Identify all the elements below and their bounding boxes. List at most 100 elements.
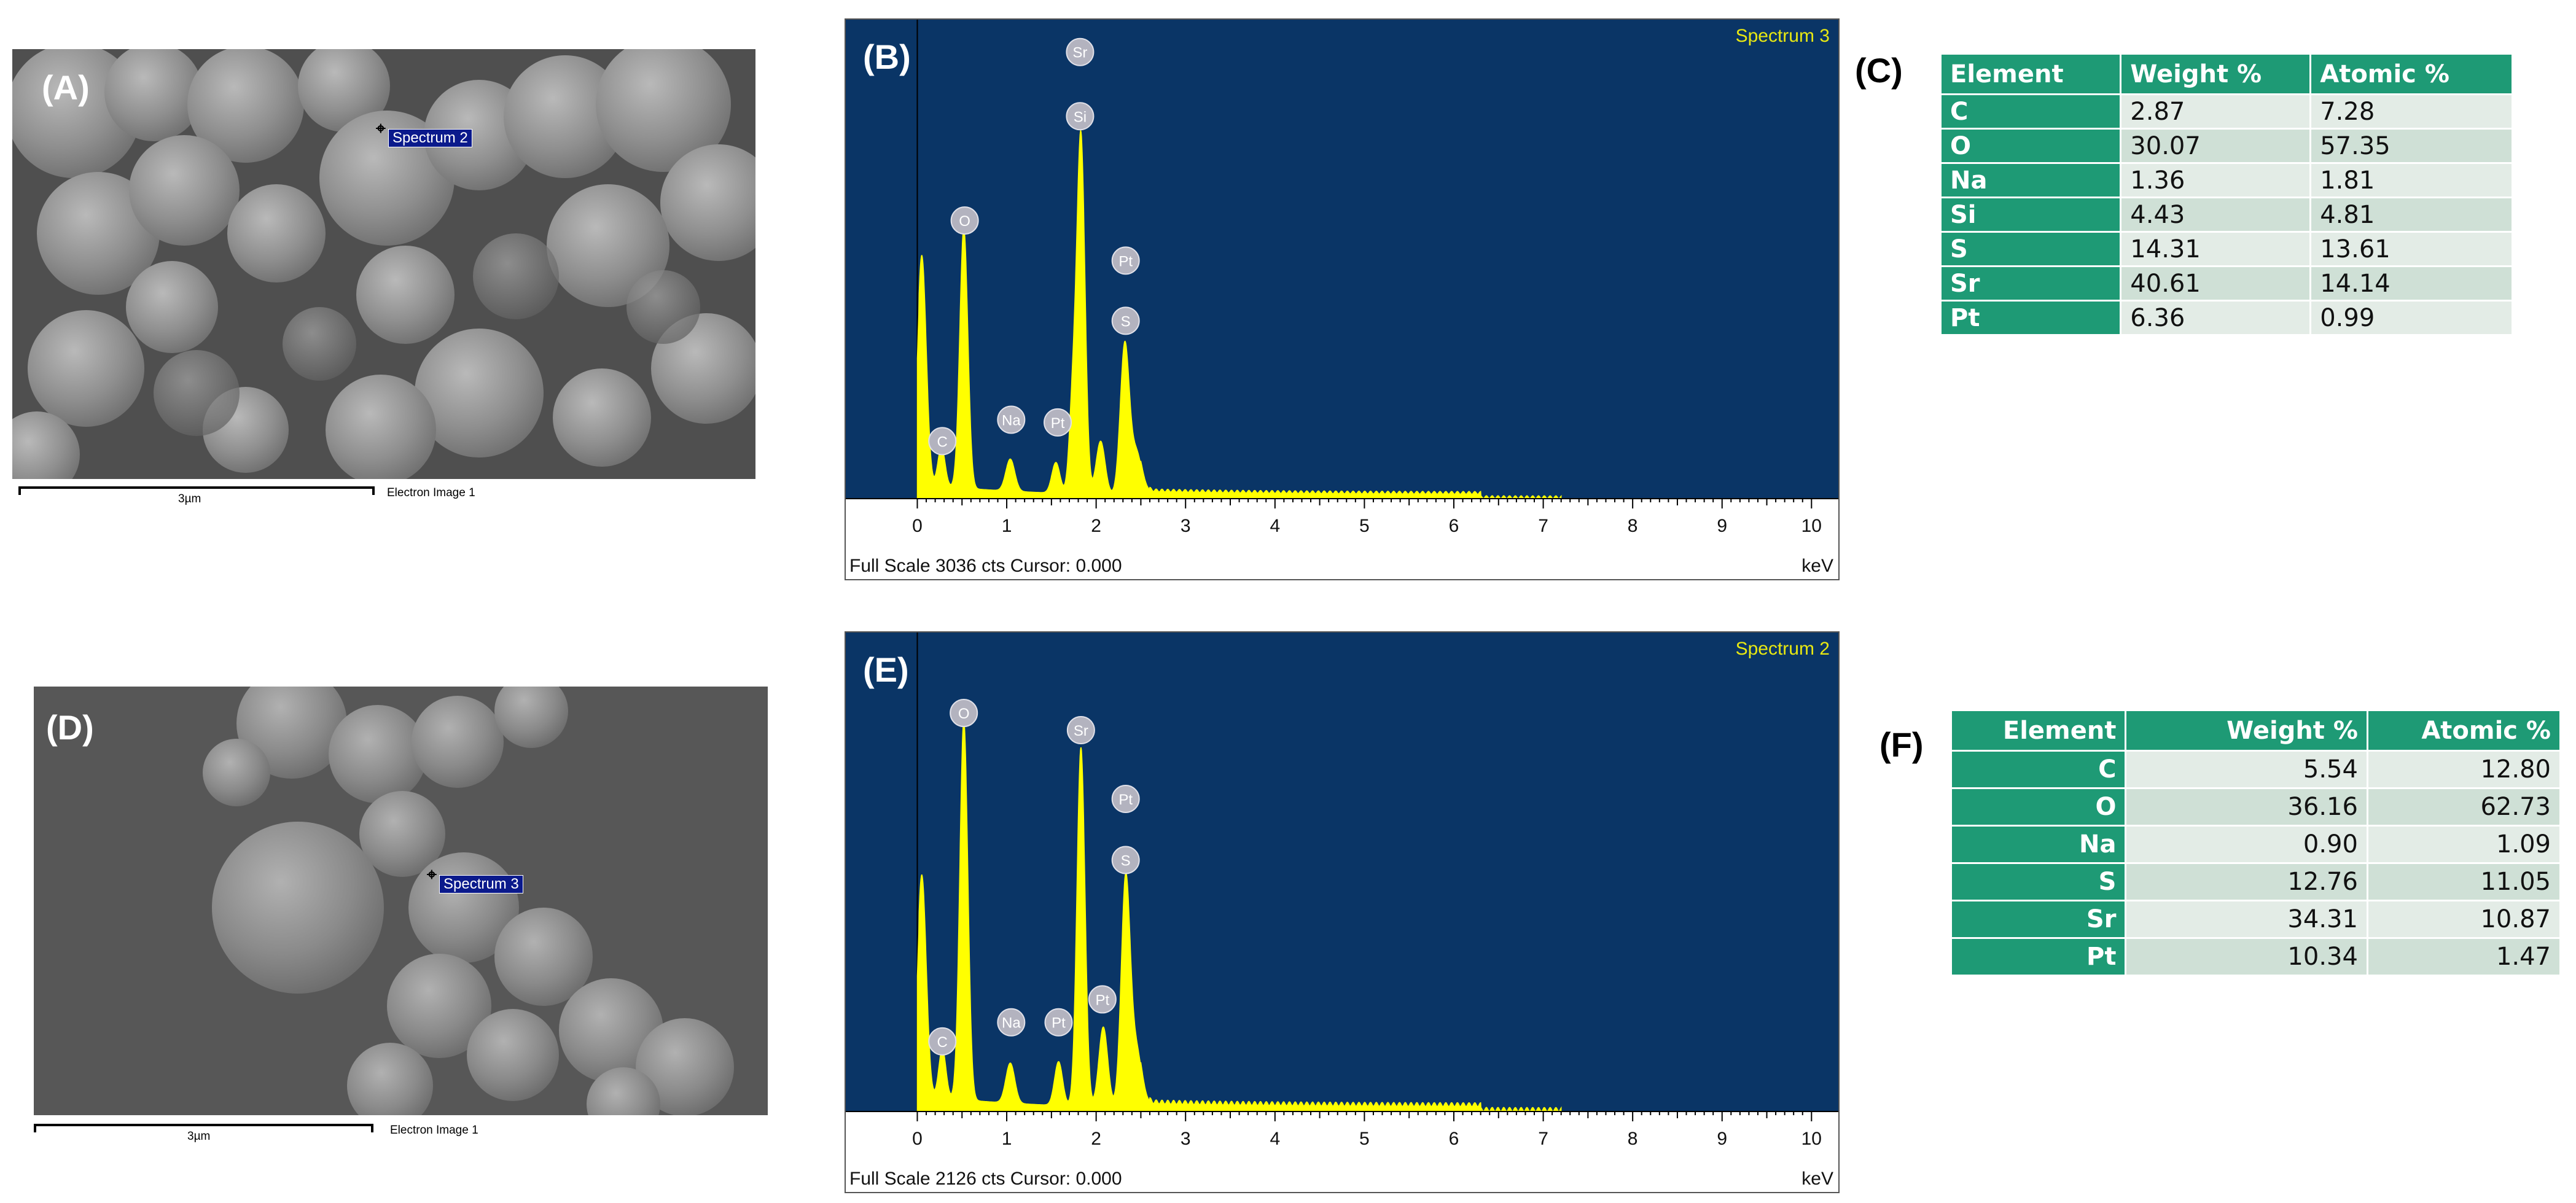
cell-element: Sr: [1939, 265, 2122, 302]
scale-bar-tick-left-a: [18, 486, 21, 495]
table-row: S 14.31 13.61: [1939, 231, 2513, 267]
peak-label-s: S: [1111, 306, 1140, 335]
x-tick-label: 9: [1717, 516, 1727, 536]
peak-label-na: Na: [997, 405, 1026, 434]
column-header-atomic: Atomic %: [2366, 709, 2562, 752]
plot-area: [846, 20, 1838, 499]
peak-label-pt: Pt: [1111, 246, 1140, 275]
svg-text:Pt: Pt: [1095, 992, 1109, 1008]
peak-label-o: O: [950, 206, 979, 235]
cell-element: O: [1939, 128, 2122, 164]
cell-weight: 5.54: [2125, 750, 2368, 789]
cell-element: Pt: [1939, 300, 2122, 336]
panel-e: C O Na Pt Pt Sr S Pt 0 1 2 3 4 5 6 7 8 9 10 (E) Spectrum 2…: [845, 631, 1840, 1193]
scale-bar-tick-right-d: [371, 1124, 373, 1132]
panel-d: (D) ⌖ Spectrum 3 3µm Electron Image 1: [34, 687, 768, 1172]
cell-weight: 0.90: [2125, 825, 2368, 864]
svg-text:Pt: Pt: [1052, 1015, 1066, 1032]
scale-bar-tick-right-a: [372, 486, 375, 495]
x-tick-label: 8: [1628, 516, 1638, 536]
x-tick-label: 2: [1091, 516, 1101, 536]
scale-bar-a: [18, 486, 375, 489]
spectrum-title-e: Spectrum 2: [1735, 639, 1830, 659]
panel-tag-d: (D): [46, 708, 94, 747]
x-tick-label: 8: [1628, 1129, 1638, 1149]
x-axis-area: [846, 1112, 1838, 1192]
x-tick-label: 3: [1181, 1129, 1191, 1149]
svg-text:S: S: [1121, 852, 1131, 869]
panel-tag-e: (E): [863, 650, 909, 689]
table-row: Sr 34.31 10.87: [1950, 900, 2562, 939]
cell-atomic: 57.35: [2309, 128, 2513, 164]
table-row: Si 4.43 4.81: [1939, 197, 2513, 233]
x-tick-label: 10: [1801, 1129, 1822, 1149]
x-tick-label: 0: [912, 516, 923, 536]
panel-tag-f: (F): [1879, 725, 1924, 764]
table-row: C 2.87 7.28: [1939, 93, 2513, 130]
peak-label-sr: Sr: [1066, 37, 1095, 66]
peak-label-pt: Pt: [1044, 408, 1072, 437]
cell-atomic: 1.47: [2366, 937, 2562, 976]
scale-bar-d: [34, 1124, 373, 1126]
svg-text:C: C: [937, 1034, 948, 1051]
table-row: O 36.16 62.73: [1950, 787, 2562, 827]
cell-atomic: 4.81: [2309, 197, 2513, 233]
column-header-weight: Weight %: [2125, 709, 2368, 752]
x-tick-label: 7: [1538, 1129, 1548, 1149]
x-tick-label: 5: [1359, 1129, 1370, 1149]
svg-text:Si: Si: [1074, 109, 1087, 125]
image-caption-a: Electron Image 1: [387, 486, 475, 499]
scale-bar-label-d: 3µm: [187, 1130, 211, 1143]
table-row: Sr 40.61 14.14: [1939, 265, 2513, 302]
x-tick-label: 3: [1181, 516, 1191, 536]
cell-atomic: 1.09: [2366, 825, 2562, 864]
panel-tag-c: (C): [1855, 51, 1903, 90]
spectrum-marker-d: Spectrum 3: [439, 875, 523, 893]
cell-element: C: [1950, 750, 2127, 789]
x-axis-unit-b: keV: [1801, 556, 1833, 576]
x-tick-label: 1: [1002, 1129, 1012, 1149]
cell-weight: 10.34: [2125, 937, 2368, 976]
peak-label-pt: Pt: [1088, 985, 1117, 1014]
cell-atomic: 1.81: [2309, 162, 2513, 198]
column-header-atomic: Atomic %: [2309, 53, 2513, 95]
cell-weight: 6.36: [2120, 300, 2312, 336]
table-body-c: C 2.87 7.28 O 30.07 57.35 Na 1.36 1.81 Si 4.43 4.81…: [1939, 93, 2513, 336]
x-tick-label: 10: [1801, 516, 1822, 536]
panel-tag-b: (B): [863, 37, 911, 76]
cell-weight: 4.43: [2120, 197, 2312, 233]
panel-tag-a: (A): [42, 68, 90, 107]
x-tick-label: 6: [1449, 516, 1459, 536]
image-caption-d: Electron Image 1: [390, 1124, 478, 1137]
sem-image-a: [12, 49, 755, 479]
x-axis-unit-e: keV: [1801, 1169, 1833, 1189]
peak-label-na: Na: [997, 1008, 1026, 1037]
panel-a: (A) ⌖ Spectrum 2 3µm Electron Image 1: [12, 49, 755, 540]
peak-label-si: Si: [1066, 102, 1095, 131]
crosshair-marker-d: ⌖: [427, 865, 437, 884]
crosshair-marker-a: ⌖: [376, 119, 386, 138]
composition-table-c: Element Weight % Atomic % C 2.87 7.28 O 30.0…: [1939, 53, 2513, 336]
table-row: C 5.54 12.80: [1950, 750, 2562, 789]
x-axis-area: [846, 499, 1838, 579]
x-tick-label: 4: [1270, 516, 1280, 536]
cell-atomic: 62.73: [2366, 787, 2562, 827]
full-scale-readout-b: Full Scale 3036 cts Cursor: 0.000: [849, 556, 1122, 576]
svg-text:Sr: Sr: [1074, 723, 1088, 739]
composition-table-f: Element Weight % Atomic % C 5.54 12.80 O 36.…: [1950, 709, 2562, 976]
table-row: S 12.76 11.05: [1950, 862, 2562, 901]
table-row: O 30.07 57.35: [1939, 128, 2513, 164]
table-body-f: C 5.54 12.80 O 36.16 62.73 Na 0.90 1.09 S 12.76 11.…: [1950, 750, 2562, 976]
svg-text:Sr: Sr: [1072, 45, 1087, 61]
peak-label-pt: Pt: [1111, 784, 1140, 813]
x-tick-label: 7: [1538, 516, 1548, 536]
svg-text:Pt: Pt: [1051, 415, 1065, 432]
peak-label-c: C: [928, 427, 957, 456]
full-scale-readout-e: Full Scale 2126 cts Cursor: 0.000: [849, 1169, 1122, 1189]
plot-area: [846, 633, 1838, 1112]
x-tick-label: 0: [912, 1129, 923, 1149]
peak-label-o: O: [950, 699, 978, 728]
cell-weight: 12.76: [2125, 862, 2368, 901]
cell-weight: 14.31: [2120, 231, 2312, 267]
cell-element: S: [1939, 231, 2122, 267]
